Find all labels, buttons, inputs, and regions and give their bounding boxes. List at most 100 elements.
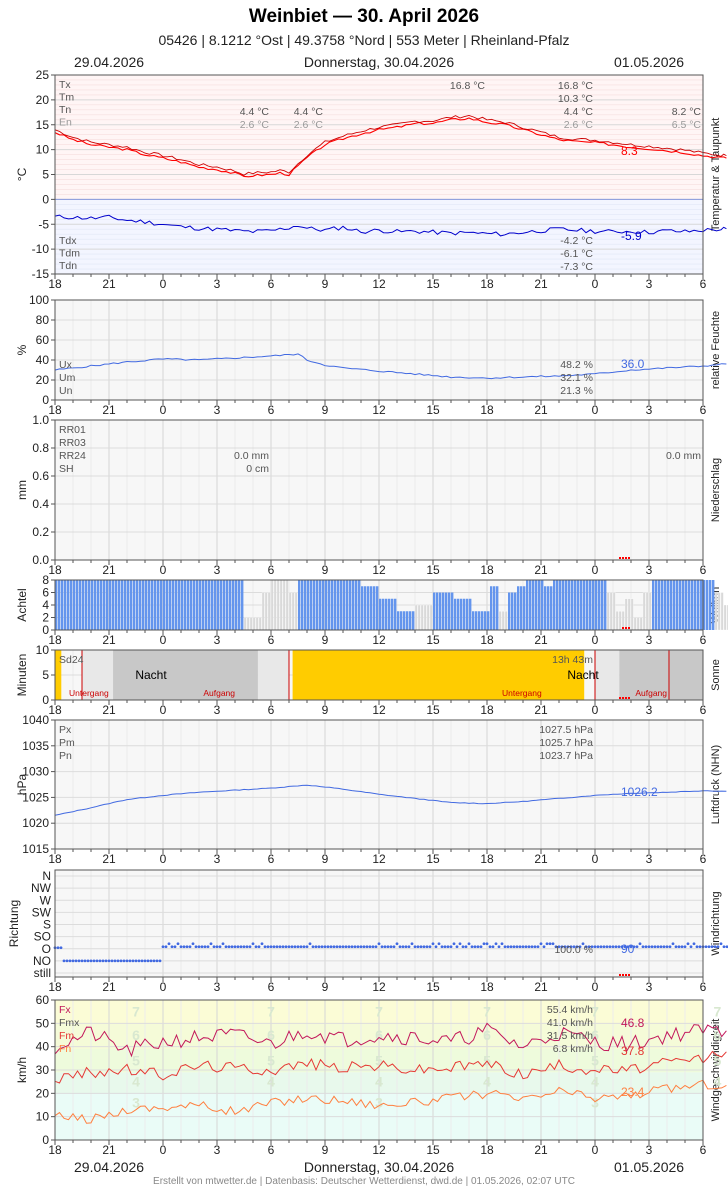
winddir-point	[668, 945, 672, 949]
winddir-point	[101, 959, 105, 963]
sun-stat-label: Sd24	[59, 654, 84, 666]
cloud-bar	[541, 580, 544, 630]
cloud-bar	[276, 579, 280, 631]
precip-xtick-label: 3	[214, 563, 221, 577]
cloud-bar	[511, 592, 514, 630]
humidity-ylabel: %	[15, 344, 29, 355]
cloud-bar	[706, 580, 709, 630]
cloud-bar	[64, 580, 67, 630]
sun-night-bg	[113, 650, 258, 700]
date-left: 29.04.2026	[74, 54, 145, 70]
winddir-missing-marker	[622, 974, 624, 976]
winddir-point	[704, 945, 708, 949]
wind-xtick-label: 12	[372, 1143, 386, 1157]
wind-current-mean: 37.8	[621, 1044, 645, 1058]
winddir-point	[467, 942, 471, 946]
temp-annot: 4.4 °C	[240, 106, 270, 118]
pressure-xtick-label: 15	[426, 852, 440, 866]
winddir-point	[491, 945, 495, 949]
sun-night-label: Nacht	[135, 668, 167, 682]
wind-beaufort-label: 7	[375, 1004, 383, 1020]
cloud-bar	[273, 579, 277, 631]
cloud-bar	[238, 580, 241, 630]
cloud-bar	[388, 598, 391, 630]
winddir-point	[323, 945, 327, 949]
winddir-point	[611, 945, 615, 949]
winddir-point	[377, 942, 381, 946]
precip-rr24: 0.0 mm	[234, 450, 269, 462]
wind-beaufort-label: 5	[267, 1053, 275, 1069]
precip-missing-marker	[625, 557, 627, 559]
page-title: Weinbiet — 30. April 2026	[248, 6, 480, 27]
sun-ytick-label: 5	[42, 668, 49, 682]
humidity-stat-value: 32.1 %	[560, 372, 593, 384]
temp-annot: 10.3 °C	[558, 93, 594, 105]
cloud-bar	[249, 617, 253, 631]
winddir-point	[152, 959, 156, 963]
pressure-side-label: Luftdruck (NHN)	[710, 745, 722, 824]
cloud-bar	[586, 580, 589, 630]
cloud-bar	[288, 592, 292, 631]
wind-beaufort-label: 5	[591, 1053, 599, 1069]
clouds-xtick-label: 3	[646, 633, 653, 647]
cloud-bar	[79, 580, 82, 630]
sun-sunset-label: Untergang	[69, 688, 109, 698]
winddir-point	[131, 959, 135, 963]
precip-stat-label: RR01	[59, 424, 86, 436]
pressure-ytick-label: 1020	[22, 816, 49, 830]
temp-xtick-label: 0	[592, 277, 599, 291]
cloud-bar	[595, 580, 598, 630]
cloud-bar	[136, 580, 139, 630]
cloud-bar	[255, 617, 259, 631]
temp-current-value: 8.3	[621, 144, 638, 158]
precip-xtick-label: 6	[700, 563, 707, 577]
cloud-bar	[291, 592, 295, 631]
winddir-point	[563, 945, 567, 949]
clouds-xtick-label: 15	[426, 633, 440, 647]
humidity-xtick-label: 3	[646, 403, 653, 417]
sun-ytick-label: 0	[42, 693, 49, 707]
cloud-bar	[88, 580, 91, 630]
winddir-point	[185, 945, 189, 949]
precip-missing-marker	[622, 557, 624, 559]
cloud-bar	[612, 592, 616, 631]
clouds-ytick-label: 2	[42, 611, 49, 625]
sun-sunrise-label-2: Aufgang	[635, 688, 667, 698]
winddir-category-label: NW	[31, 881, 52, 895]
winddir-point	[407, 945, 411, 949]
cloud-bar	[208, 580, 211, 630]
winddir-point	[179, 945, 183, 949]
winddir-point	[647, 945, 651, 949]
pressure-xtick-label: 3	[214, 852, 221, 866]
cloud-bar	[70, 580, 73, 630]
temp-annot: 2.6 °C	[294, 119, 324, 131]
pressure-ytick-label: 1025	[22, 790, 49, 804]
wind-side-label: Windgeschwindigkeit	[710, 1019, 722, 1122]
cloud-bar	[334, 580, 337, 630]
winddir-category-label: still	[34, 966, 51, 980]
winddir-point	[392, 945, 396, 949]
winddir-point	[200, 945, 204, 949]
winddir-category-label: SO	[34, 930, 51, 944]
precip-ylabel: mm	[15, 480, 29, 500]
pressure-xtick-label: 18	[48, 852, 62, 866]
precip-missing-marker	[619, 557, 621, 559]
cloud-bar	[241, 580, 244, 630]
winddir-point	[554, 945, 558, 949]
winddir-point	[182, 945, 186, 949]
winddir-point	[263, 945, 267, 949]
winddir-point	[458, 942, 462, 946]
wind-xtick-label: 21	[534, 1143, 548, 1157]
winddir-point	[359, 945, 363, 949]
cloud-bar	[160, 580, 163, 630]
temp-annot: 16.8 °C	[558, 80, 594, 92]
winddir-point	[383, 945, 387, 949]
winddir-xtick-label: 0	[160, 980, 167, 994]
cloud-bar	[472, 611, 475, 630]
cloud-bar	[451, 592, 454, 630]
winddir-point	[335, 945, 339, 949]
cloud-bar	[220, 580, 223, 630]
cloud-bar	[196, 580, 199, 630]
winddir-point	[368, 945, 372, 949]
winddir-point	[125, 959, 129, 963]
